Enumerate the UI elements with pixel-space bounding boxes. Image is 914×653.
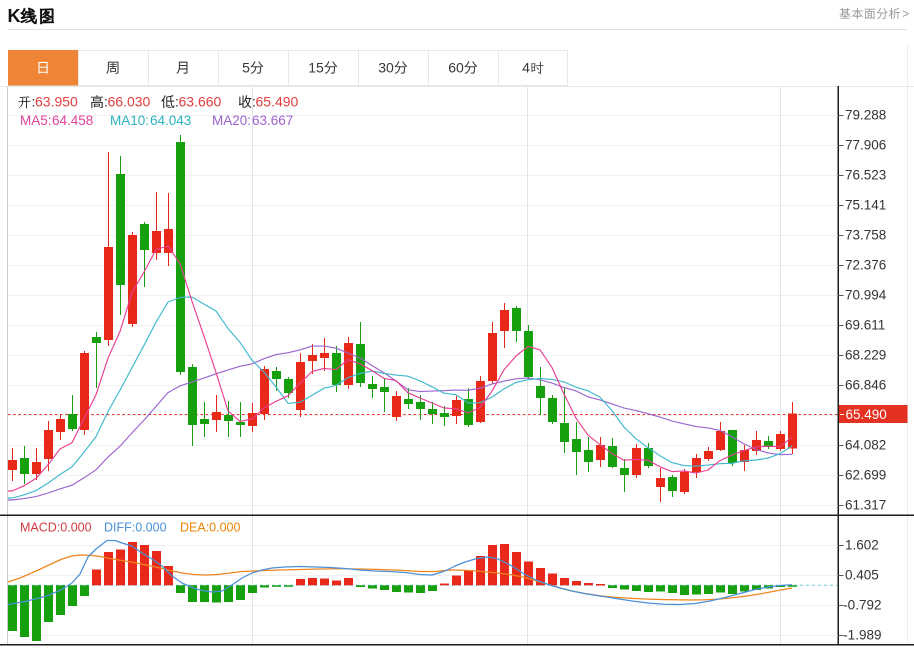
svg-text::: :	[252, 94, 256, 110]
svg-text:MA5:: MA5:	[20, 113, 52, 128]
svg-text:69.611: 69.611	[845, 318, 885, 333]
svg-text:-0.792: -0.792	[843, 598, 881, 613]
svg-text:30: 30	[378, 60, 394, 76]
svg-text:77.906: 77.906	[845, 138, 886, 153]
svg-text:63.667: 63.667	[252, 113, 293, 128]
svg-text::: :	[175, 94, 179, 110]
svg-text:60: 60	[448, 60, 464, 76]
svg-text:72.376: 72.376	[845, 258, 886, 273]
svg-text:5: 5	[242, 60, 250, 76]
svg-text:MACD:0.000: MACD:0.000	[20, 521, 92, 535]
svg-text::: :	[104, 94, 108, 110]
svg-text:63.660: 63.660	[179, 94, 222, 110]
svg-text:DEA:0.000: DEA:0.000	[180, 521, 241, 535]
svg-text:66.846: 66.846	[845, 378, 886, 393]
svg-text:73.758: 73.758	[845, 228, 886, 243]
svg-text:K: K	[8, 6, 21, 26]
svg-text:MA10:: MA10:	[110, 113, 149, 128]
svg-text:>: >	[902, 7, 909, 21]
svg-text:4: 4	[522, 60, 530, 76]
svg-text:65.490: 65.490	[846, 407, 887, 422]
svg-text:63.950: 63.950	[35, 94, 78, 110]
svg-text:61.317: 61.317	[845, 498, 886, 513]
svg-text:76.523: 76.523	[845, 168, 886, 183]
svg-text:64.458: 64.458	[52, 113, 93, 128]
svg-text:66.030: 66.030	[108, 94, 151, 110]
svg-text:-1.989: -1.989	[843, 628, 881, 643]
svg-text:75.141: 75.141	[845, 198, 886, 213]
svg-text:65.490: 65.490	[256, 94, 299, 110]
svg-text::: :	[32, 94, 36, 110]
svg-text:79.288: 79.288	[845, 108, 886, 123]
svg-text:MA20:: MA20:	[212, 113, 251, 128]
svg-text:70.994: 70.994	[845, 288, 887, 303]
svg-text:15: 15	[308, 60, 324, 76]
svg-text:62.699: 62.699	[845, 468, 886, 483]
svg-text:0.405: 0.405	[845, 568, 879, 583]
svg-text:64.082: 64.082	[845, 438, 886, 453]
svg-text:64.043: 64.043	[150, 113, 191, 128]
svg-text:1.602: 1.602	[845, 538, 879, 553]
svg-text:68.229: 68.229	[845, 348, 886, 363]
svg-text:DIFF:0.000: DIFF:0.000	[104, 521, 167, 535]
